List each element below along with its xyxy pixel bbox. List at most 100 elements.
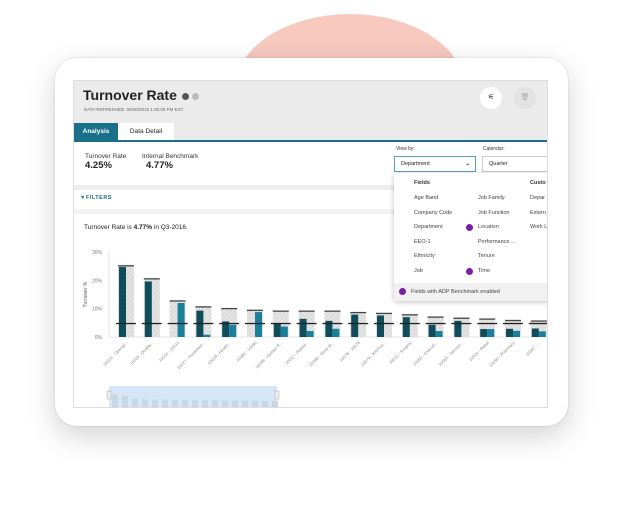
turnover-bar	[119, 267, 126, 337]
x-tick-label: 10050 - Executi...	[412, 340, 439, 367]
metric-benchmark: Internal Benchmark 4.77%	[142, 153, 198, 171]
app-screen: Turnover Rate DATA REFRESHED: 09/30/2016…	[73, 80, 548, 408]
scroll-handle-left[interactable]	[106, 390, 112, 400]
field-option[interactable]: Department	[414, 224, 443, 230]
turnover-chart: 0%10%20%30%Turnover %10015 - Operati... 1…	[83, 250, 547, 407]
comparison-bar	[229, 324, 237, 337]
fields-header: Fields	[414, 180, 430, 186]
x-tick-label: 10050 - Pharmacy	[488, 340, 516, 368]
field-option[interactable]: Time	[478, 267, 491, 274]
benchmark-line	[116, 322, 136, 325]
benchmark-line	[270, 322, 291, 325]
turnover-bar	[402, 317, 410, 337]
x-tick-label: 10047 - ...	[525, 340, 542, 357]
x-tick-label: 10078 - 10078	[338, 340, 361, 363]
benchmark-line	[425, 322, 446, 325]
benchmark-line	[399, 322, 420, 325]
comparison-bar	[332, 328, 340, 337]
benchmark-cap	[479, 318, 496, 320]
minimap-bar	[242, 400, 248, 407]
field-option[interactable]: Performance ...	[478, 238, 516, 245]
summary-prefix: Turnover Rate is	[84, 224, 134, 231]
custom-field-option[interactable]: Depar	[530, 195, 545, 201]
field-option[interactable]: EEO-1	[414, 238, 431, 245]
benchmark-badge-icon	[466, 267, 473, 275]
turnover-bar	[144, 281, 152, 337]
benchmark-badge-icon	[399, 288, 406, 295]
field-option[interactable]: Job	[414, 267, 423, 274]
title-text: Turnover Rate	[83, 87, 177, 103]
footer-text: Fields with ADP Benchmark enabled	[411, 289, 500, 295]
field-option[interactable]: Job Function	[478, 209, 510, 216]
view-by-value: Department	[401, 161, 430, 167]
benchmark-cap	[427, 316, 444, 318]
sliders-icon[interactable]: ⚟	[480, 87, 502, 109]
benchmark-cap	[350, 311, 367, 314]
scroll-handle-right[interactable]	[274, 390, 280, 400]
custom-field-option[interactable]: Work L	[530, 224, 548, 230]
comparison-bar	[280, 326, 288, 337]
benchmark-line	[296, 322, 317, 325]
comparison-bar	[203, 334, 211, 337]
benchmark-cap	[453, 317, 470, 319]
minimap-bar	[132, 398, 138, 407]
x-tick-label: 10027 - Housekee...	[176, 340, 206, 370]
field-option[interactable]: Age Band	[414, 195, 439, 201]
benchmark-cap	[247, 309, 263, 311]
custom-field-option[interactable]: Extern	[530, 209, 546, 216]
field-option[interactable]: Ethnicity	[414, 253, 435, 259]
help-icon[interactable]	[191, 92, 199, 100]
dropdown-footer: Fields with ADP Benchmark enabled	[394, 283, 547, 301]
x-tick-label: 10021 - Retail	[468, 340, 490, 362]
benchmark-line	[348, 322, 369, 325]
turnover-bar	[531, 328, 539, 337]
x-tick-label: 10068 - Store M...	[308, 340, 335, 367]
tab-analysis[interactable]: Analysis	[74, 123, 118, 140]
view-by-dropdown: Fields Custo Fields with ADP Benchmark e…	[394, 173, 548, 301]
turnover-bar	[299, 318, 307, 337]
comparison-bar	[538, 331, 546, 337]
tab-data-detail[interactable]: Data Detail	[118, 123, 174, 140]
field-option[interactable]: Tenure	[478, 253, 495, 259]
benchmark-line	[374, 322, 394, 325]
benchmark-cap	[324, 310, 341, 312]
benchmark-line	[528, 322, 547, 325]
benchmark-line	[477, 322, 498, 325]
y-tick-label: 0%	[95, 335, 103, 341]
tab-bar: Analysis Data Detail	[74, 123, 547, 142]
x-tick-label: 10080 - 10080	[235, 340, 258, 363]
view-by-select[interactable]: Department ⌄	[394, 156, 476, 172]
benchmark-cap	[143, 278, 160, 280]
benchmark-line	[451, 322, 472, 325]
turnover-bar	[351, 314, 359, 337]
turnover-bar	[273, 323, 281, 337]
field-option[interactable]: Job Family	[478, 195, 505, 201]
comparison-bar	[513, 330, 520, 337]
benchmark-cap	[118, 265, 134, 267]
field-option[interactable]: Company Code	[414, 209, 453, 216]
calendar-select[interactable]: Quarter	[482, 156, 547, 172]
turnover-bar	[480, 329, 488, 337]
view-by-label: View by:	[396, 146, 415, 152]
y-tick-label: 10%	[92, 307, 103, 313]
comparison-bar	[177, 303, 185, 337]
benchmark-cap	[195, 306, 212, 308]
benchmark-cap	[376, 312, 392, 315]
x-tick-label: 10046 - Human R...	[254, 340, 283, 369]
metric-value: 4.77%	[146, 160, 173, 171]
filters-label: FILTERS	[85, 195, 112, 201]
benchmark-cap	[530, 320, 547, 322]
info-icon[interactable]	[181, 92, 189, 100]
summary-value: 4.77%	[133, 224, 153, 231]
minimap-bar	[112, 394, 118, 407]
minimap-bar	[162, 399, 168, 407]
benchmark-line	[193, 322, 214, 325]
trash-icon[interactable]: 🗑	[514, 87, 536, 109]
benchmark-cap	[169, 300, 186, 302]
minimap-bar	[232, 400, 238, 407]
custom-header: Custo	[530, 180, 546, 186]
filters-toggle[interactable]: ▼FILTERS	[80, 195, 112, 201]
benchmark-cap	[401, 314, 418, 316]
field-option[interactable]: Location	[478, 224, 499, 230]
minimap-bar	[182, 399, 188, 407]
